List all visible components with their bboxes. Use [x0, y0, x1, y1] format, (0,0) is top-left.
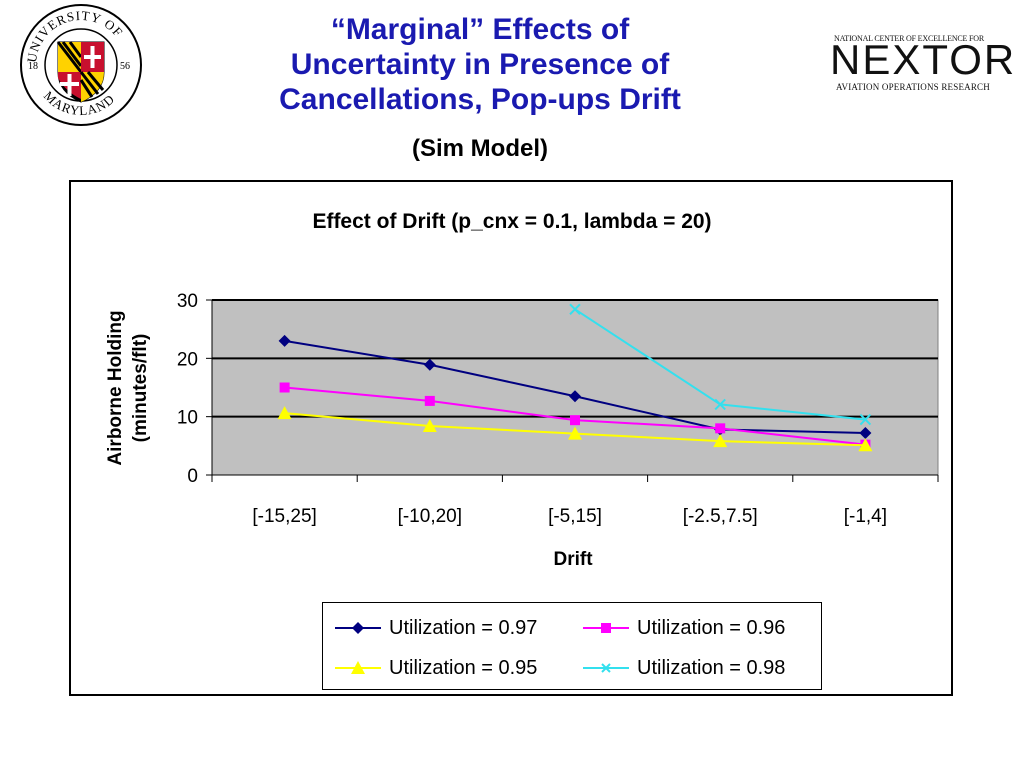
data-point-s3-3: [714, 398, 726, 411]
data-point-s0-4: [859, 427, 872, 439]
y-tick-label-0: 0: [187, 466, 198, 487]
legend-label-096: Utilization = 0.96: [637, 616, 786, 639]
legend-x-marker-icon: [583, 663, 629, 673]
legend-label-098: Utilization = 0.98: [637, 656, 786, 679]
slide-title-line-3: Cancellations, Pop-ups Drift: [279, 83, 681, 116]
data-point-s2-2: [568, 426, 582, 440]
x-axis-label: Drift: [553, 549, 593, 570]
legend-triangle-marker-icon: [335, 661, 381, 674]
legend-square-marker-icon: [583, 623, 629, 633]
y-axis-label-line-1: Airborne Holding: [105, 310, 126, 465]
data-point-s2-4: [858, 438, 873, 452]
plot-background: [211, 299, 939, 476]
data-point-s0-0: [278, 334, 291, 347]
data-point-s1-1: [424, 395, 435, 406]
x-tick-label-1: [-10,20]: [398, 506, 462, 527]
slide-subtitle: (Sim Model): [412, 135, 548, 162]
data-point-s1-3: [715, 423, 726, 434]
slide-title: “Marginal” Effects of Uncertainty in Pre…: [200, 12, 760, 117]
university-of-maryland-logo: UNIVERSITY OF MARYLAND 18 56: [18, 2, 144, 128]
data-point-s0-1: [423, 358, 436, 371]
legend-label-095: Utilization = 0.95: [389, 656, 538, 679]
legend: Utilization = 0.97 Utilization = 0.96 Ut…: [322, 602, 822, 690]
legend-item-098: Utilization = 0.98: [581, 656, 785, 680]
x-tick-label-4: [-1,4]: [844, 506, 887, 527]
data-point-s1-2: [570, 415, 580, 426]
y-axis-label-line-2: (minutes/flt): [130, 334, 151, 443]
y-tick-label-10: 10: [177, 408, 198, 429]
y-tick-label-20: 20: [177, 349, 198, 370]
data-point-s1-0: [279, 382, 290, 393]
umd-year-left: 18: [28, 61, 38, 72]
maryland-shield-icon: [56, 41, 105, 103]
legend-item-097: Utilization = 0.97: [333, 616, 537, 640]
legend-label-097: Utilization = 0.97: [389, 616, 538, 639]
data-point-s2-1: [422, 419, 437, 432]
data-point-s2-3: [713, 434, 728, 448]
chart-title: Effect of Drift (p_cnx = 0.1, lambda = 2…: [312, 210, 711, 233]
x-tick-label-0: [-15,25]: [252, 506, 316, 527]
nextor-tagline-bottom: AVIATION OPERATIONS RESEARCH: [836, 82, 990, 92]
slide-title-line-1: “Marginal” Effects of: [330, 13, 630, 46]
legend-item-095: Utilization = 0.95: [333, 656, 537, 680]
plot-area: 0 10 20 30 [-15,25] [-10,20] [-5,15] [-2.5,7.5]…: [177, 291, 939, 527]
slide-title-line-2: Uncertainty in Presence of: [290, 48, 670, 81]
y-axis-label: Airborne Holding (minutes/flt): [105, 310, 151, 465]
x-tick-label-3: [-2.5,7.5]: [683, 506, 758, 527]
data-point-s0-2: [569, 390, 581, 403]
data-point-s2-0: [277, 406, 292, 420]
umd-year-right: 56: [120, 61, 130, 72]
x-tick-label-2: [-5,15]: [548, 506, 602, 527]
data-point-s3-2: [569, 303, 581, 316]
nextor-tagline-top: NATIONAL CENTER OF EXCELLENCE FOR: [834, 34, 984, 43]
legend-item-096: Utilization = 0.96: [581, 616, 785, 640]
legend-diamond-marker-icon: [335, 622, 381, 634]
y-tick-label-30: 30: [177, 291, 198, 312]
data-point-s3-4: [859, 413, 872, 426]
nextor-name: NEXTOR: [830, 36, 1017, 83]
nextor-logo: NATIONAL CENTER OF EXCELLENCE FOR NEXTOR…: [826, 34, 1014, 96]
